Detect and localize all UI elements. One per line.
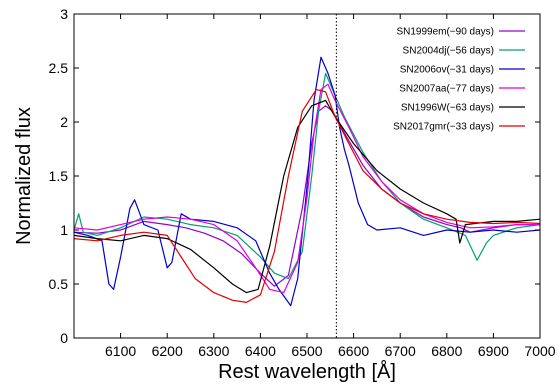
x-tick-label-3: 6400 — [245, 343, 276, 359]
series-line-5 — [74, 89, 540, 303]
x-tick-label-9: 7000 — [524, 343, 555, 359]
legend-label-1: SN2004dj(−56 days) — [403, 46, 494, 57]
series-line-1 — [74, 72, 540, 280]
legend-label-2: SN2006ov(−31 days) — [400, 65, 494, 76]
legend-label-5: SN2017gmr(−33 days) — [393, 122, 494, 133]
legend: SN1999em(−90 days) SN2004dj(−56 days) SN20… — [393, 27, 525, 133]
series-line-3 — [74, 83, 540, 294]
ticks-layer: 6100 6200 6300 6400 6500 6600 6700 6800 6900 7000… — [49, 6, 556, 359]
legend-label-0: SN1999em(−90 days) — [396, 27, 494, 38]
series-line-4 — [74, 99, 540, 294]
series-layer — [74, 56, 540, 307]
y-axis-label: Normalized flux — [13, 107, 35, 245]
x-axis-label: Rest wavelength [Å] — [218, 360, 396, 383]
y-tick-label-1: 0.5 — [49, 276, 69, 292]
series-line-2 — [74, 56, 540, 307]
y-tick-label-5: 2.5 — [49, 60, 69, 76]
x-tick-label-4: 6500 — [291, 343, 322, 359]
x-tick-label-0: 6100 — [105, 343, 136, 359]
y-tick-label-4: 2 — [60, 114, 68, 130]
x-tick-label-7: 6800 — [431, 343, 462, 359]
y-tick-label-2: 1 — [60, 222, 68, 238]
y-tick-label-3: 1.5 — [49, 168, 69, 184]
y-tick-label-6: 3 — [60, 6, 68, 22]
legend-label-4: SN1996W(−63 days) — [401, 103, 494, 114]
x-tick-label-1: 6200 — [152, 343, 183, 359]
x-tick-label-5: 6600 — [338, 343, 369, 359]
x-tick-label-2: 6300 — [198, 343, 229, 359]
y-tick-label-0: 0 — [60, 330, 68, 346]
legend-label-3: SN2007aa(−77 days) — [399, 84, 494, 95]
x-tick-label-6: 6700 — [385, 343, 416, 359]
x-tick-label-8: 6900 — [478, 343, 509, 359]
